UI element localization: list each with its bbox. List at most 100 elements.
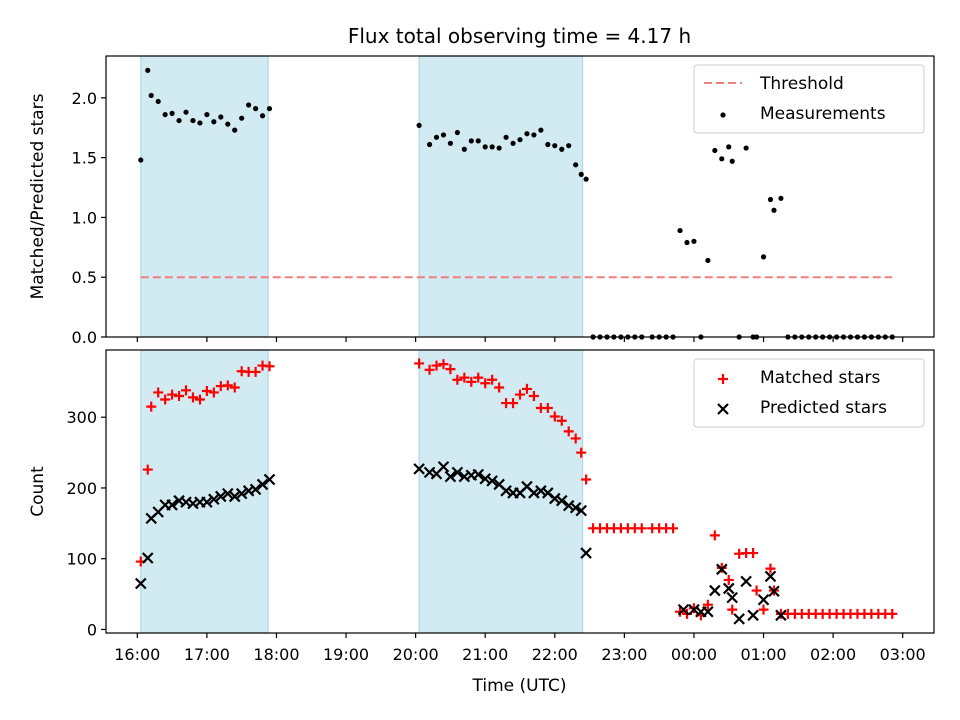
legend-entry: Predicted stars <box>717 398 887 418</box>
data-point <box>575 504 588 517</box>
data-point <box>729 158 735 164</box>
data-point <box>636 523 647 534</box>
data-point <box>743 145 749 151</box>
data-point <box>733 613 745 625</box>
data-point <box>218 114 224 120</box>
x-tick-label: 19:00 <box>323 645 369 664</box>
data-point <box>677 227 683 234</box>
x-tick-label: 20:00 <box>393 645 439 664</box>
data-point <box>508 398 519 409</box>
y-tick-label: 200 <box>66 479 97 498</box>
legend-entry: Threshold <box>704 74 844 94</box>
data-point <box>187 392 198 403</box>
shaded-region <box>418 55 584 338</box>
data-point <box>437 460 450 473</box>
data-point <box>487 374 498 385</box>
x-tick-label: 22:00 <box>532 645 578 664</box>
data-point <box>451 466 464 479</box>
y-tick-label: 100 <box>66 550 97 569</box>
chart-title: Flux total observing time = 4.17 h <box>348 24 691 48</box>
legend-box <box>693 64 925 134</box>
data-point <box>459 372 470 383</box>
data-point <box>510 140 516 146</box>
data-point <box>176 117 182 124</box>
x-tick-label: 17:00 <box>184 645 230 664</box>
data-point <box>197 120 203 126</box>
data-point <box>521 383 532 394</box>
data-point <box>555 494 568 507</box>
data-point <box>194 394 205 405</box>
legend: Threshold Measurements <box>693 64 925 134</box>
data-point <box>142 464 153 475</box>
data-point <box>740 575 752 588</box>
data-point <box>581 474 592 485</box>
data-point <box>160 394 171 405</box>
data-point <box>702 599 713 610</box>
data-point <box>552 143 558 149</box>
data-point <box>249 483 262 496</box>
data-point <box>576 447 587 458</box>
legend-entry: Measurements <box>720 104 886 124</box>
data-point <box>183 109 189 115</box>
data-point <box>549 411 560 422</box>
data-point <box>475 138 481 144</box>
data-point <box>758 604 769 615</box>
data-point <box>135 577 147 590</box>
data-point <box>264 361 275 372</box>
legend-label: Matched stars <box>760 368 880 388</box>
y-tick-label: 0.5 <box>72 268 97 287</box>
data-point <box>190 117 196 124</box>
data-point <box>181 385 192 396</box>
data-point <box>461 146 467 152</box>
data-point <box>174 390 185 401</box>
data-point <box>424 364 435 375</box>
data-point <box>726 144 732 150</box>
data-point <box>229 382 240 393</box>
legend-marker <box>720 112 726 118</box>
data-point <box>538 127 544 133</box>
data-point <box>489 144 495 150</box>
data-point <box>760 254 767 260</box>
data-point <box>454 129 460 136</box>
data-point <box>431 360 442 371</box>
plot-frame <box>105 349 935 634</box>
legend-entry: Matched stars <box>718 368 880 388</box>
data-point <box>252 106 259 112</box>
data-point <box>545 141 551 148</box>
data-point <box>716 563 728 576</box>
data-point <box>466 376 477 387</box>
data-point <box>225 121 231 127</box>
x-tick-label: 01:00 <box>740 645 786 664</box>
legend-label: Threshold <box>759 74 844 94</box>
y-tick-label: 1.0 <box>72 208 97 227</box>
data-point <box>569 501 582 514</box>
plot-frame <box>105 55 935 338</box>
data-point <box>468 138 474 144</box>
data-point <box>444 470 457 483</box>
data-point <box>723 574 734 585</box>
data-point <box>764 570 777 583</box>
shaded-region <box>140 55 269 338</box>
data-point <box>413 463 425 475</box>
data-point <box>228 490 241 503</box>
data-point <box>222 380 233 391</box>
data-point <box>775 609 787 622</box>
data-point <box>494 382 505 393</box>
data-point <box>549 492 561 505</box>
data-point <box>259 113 266 119</box>
y-tick-label: 300 <box>66 408 97 427</box>
legend-box <box>693 358 925 428</box>
data-point <box>767 196 774 203</box>
data-point <box>778 195 784 201</box>
data-point <box>208 387 219 398</box>
data-point <box>887 608 898 619</box>
data-point <box>452 374 463 385</box>
data-point <box>677 603 690 616</box>
data-point <box>239 115 245 121</box>
data-point <box>204 111 210 118</box>
data-point <box>583 176 589 182</box>
legend-label: Predicted stars <box>760 398 887 418</box>
data-point <box>141 552 154 564</box>
data-point <box>496 145 502 151</box>
